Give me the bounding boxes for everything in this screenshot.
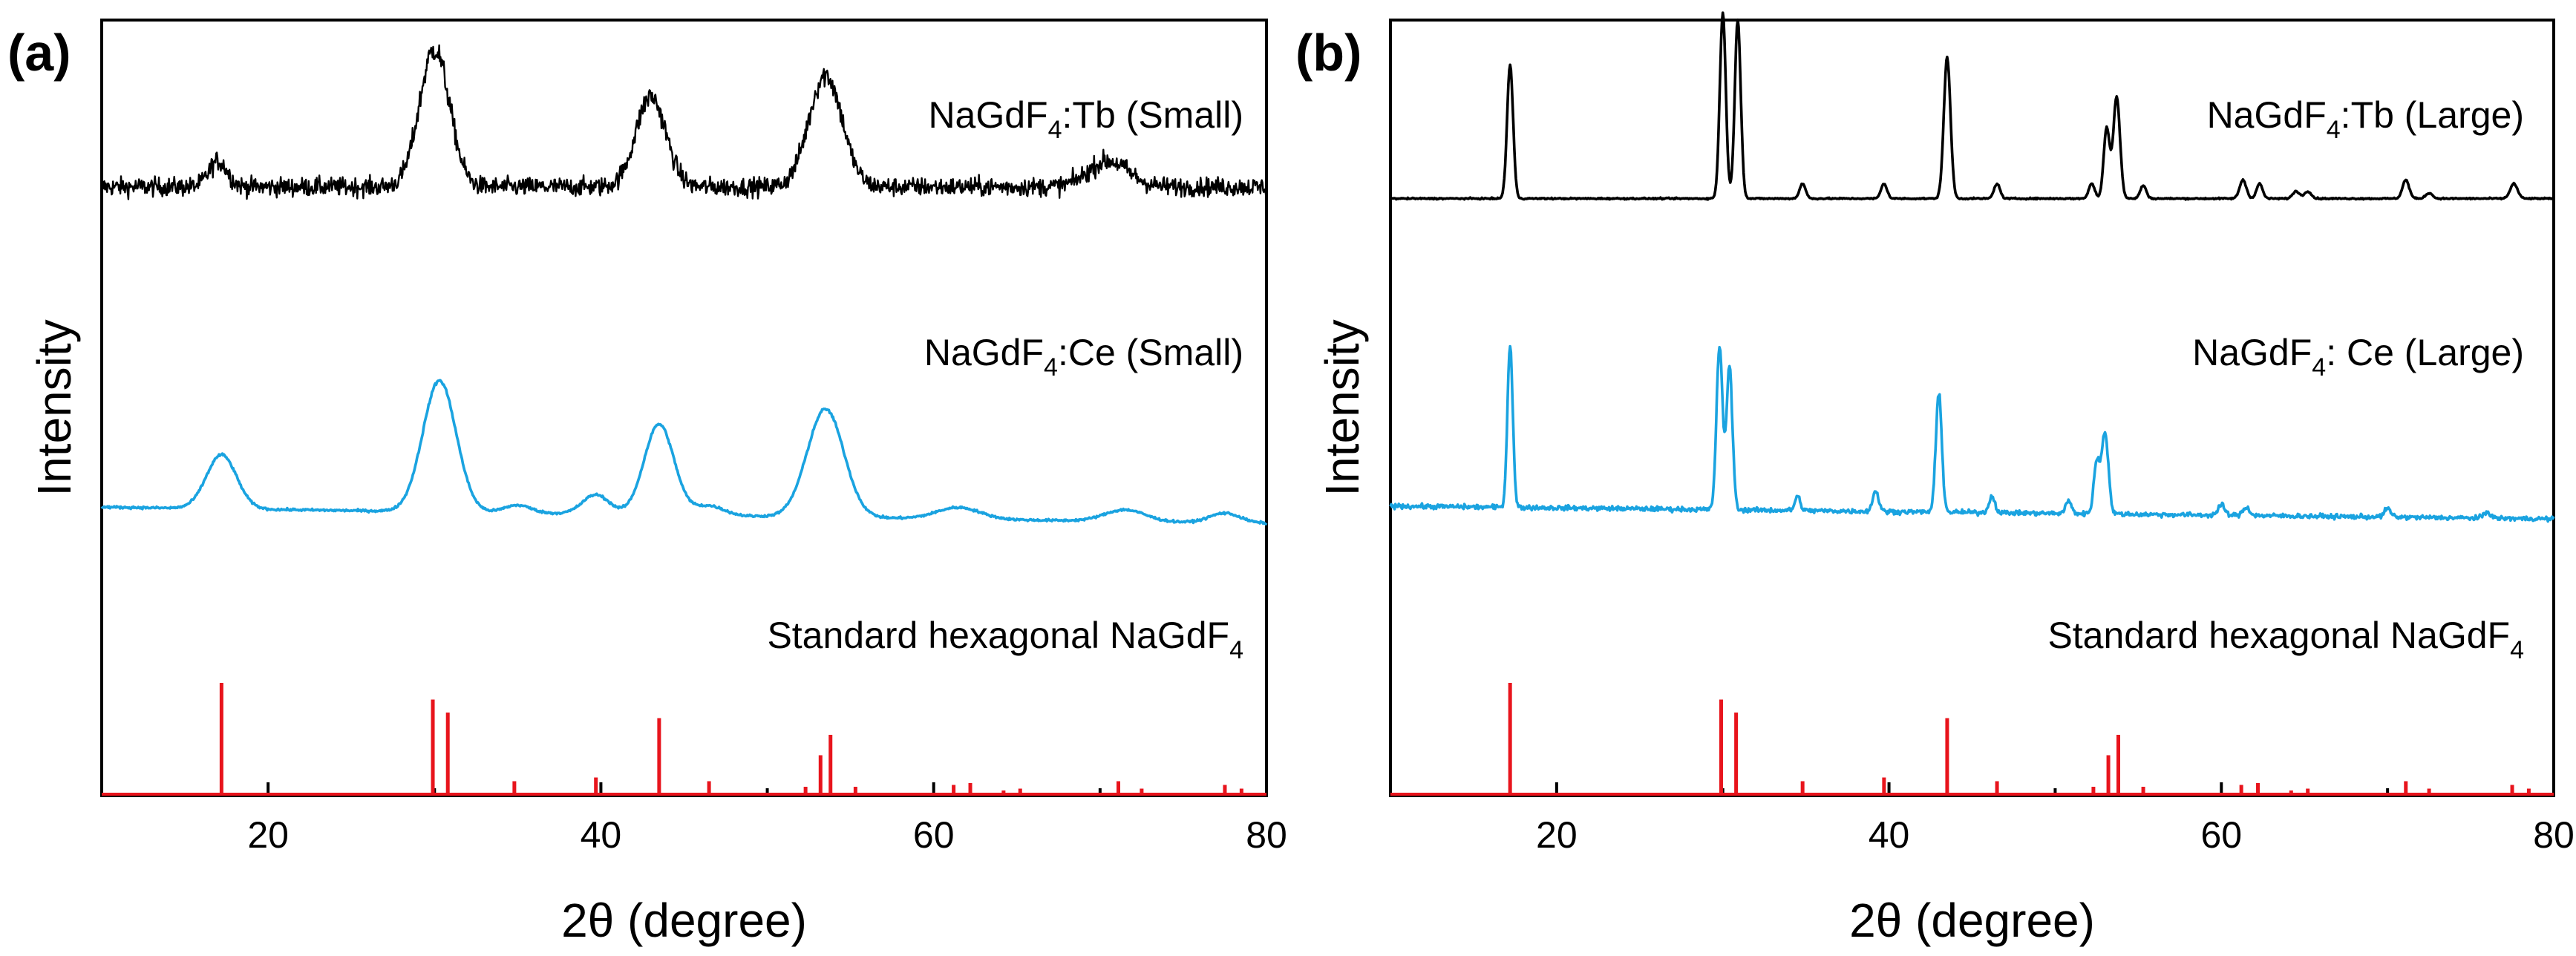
series-label: NaGdF4:Tb (Small) <box>928 94 1243 144</box>
y-axis-label: Intensity <box>1315 319 1369 496</box>
series-label-subscript: 4 <box>1048 116 1062 144</box>
series-label-rest: :Tb (Large) <box>2341 94 2524 136</box>
panel-label: (a) <box>7 24 71 82</box>
xrd-pattern-line <box>100 379 1268 526</box>
series-label-subscript: 4 <box>2312 353 2326 382</box>
series-label-main: Standard hexagonal NaGdF <box>767 615 1229 656</box>
x-tick-label: 60 <box>913 814 955 856</box>
series-label-rest: :Ce (Small) <box>1058 332 1243 373</box>
series-label-main: Standard hexagonal NaGdF <box>2047 615 2510 656</box>
xrd-pattern-line <box>1390 11 2554 201</box>
y-axis-label: Intensity <box>27 319 81 496</box>
series-label-subscript: 4 <box>1229 636 1243 664</box>
series-label: NaGdF4:Ce (Small) <box>924 332 1243 382</box>
x-tick-label: 40 <box>1869 814 1910 856</box>
x-tick-label: 40 <box>581 814 622 856</box>
x-tick-label: 80 <box>2533 814 2575 856</box>
series-label: NaGdF4: Ce (Large) <box>2192 332 2524 382</box>
series-label-main: NaGdF <box>2207 94 2327 136</box>
series-label-main: NaGdF <box>928 94 1047 136</box>
series-label-subscript: 4 <box>1044 353 1058 382</box>
x-tick-label: 80 <box>1246 814 1287 856</box>
series-label-main: NaGdF <box>2192 332 2312 373</box>
xrd-pattern-line <box>1389 344 2555 523</box>
series-label-main: NaGdF <box>924 332 1044 373</box>
series-label-rest: :Tb (Small) <box>1062 94 1243 136</box>
series-label-rest: : Ce (Large) <box>2326 332 2524 373</box>
x-axis-label: 2θ (degree) <box>561 894 807 947</box>
series-label: Standard hexagonal NaGdF4 <box>2047 615 2524 664</box>
series-label: Standard hexagonal NaGdF4 <box>767 615 1243 664</box>
series-label-subscript: 4 <box>2510 636 2524 664</box>
x-tick-label: 60 <box>2200 814 2242 856</box>
panel-label: (b) <box>1295 24 1361 82</box>
x-axis-label: 2θ (degree) <box>1849 894 2095 947</box>
series-label: NaGdF4:Tb (Large) <box>2207 94 2524 144</box>
xrd-pattern-line <box>100 44 1268 200</box>
series-label-subscript: 4 <box>2327 116 2341 144</box>
x-tick-label: 20 <box>1536 814 1578 856</box>
x-tick-label: 20 <box>247 814 289 856</box>
